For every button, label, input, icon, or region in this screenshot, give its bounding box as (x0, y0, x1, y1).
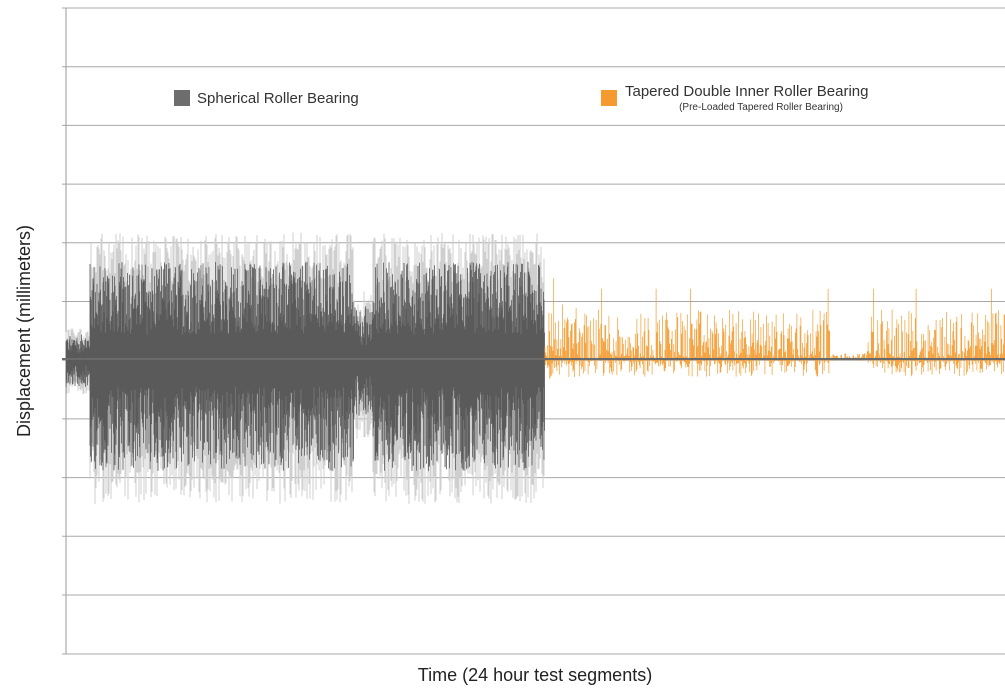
legend-label-tapered: Tapered Double Inner Roller Bearing (625, 83, 868, 100)
legend-sublabel-tapered: (Pre-Loaded Tapered Roller Bearing) (679, 102, 843, 113)
series-tapered-roller-bearing (544, 278, 1005, 379)
legend-swatch-spherical (174, 90, 190, 106)
legend: Spherical Roller Bearing Tapered Double … (174, 83, 868, 113)
y-axis-label: Displacement (millimeters) (14, 225, 34, 437)
legend-swatch-tapered (601, 90, 617, 106)
tapered-trace (544, 278, 1005, 379)
x-axis-label: Time (24 hour test segments) (418, 665, 652, 685)
legend-label-spherical: Spherical Roller Bearing (197, 90, 359, 107)
